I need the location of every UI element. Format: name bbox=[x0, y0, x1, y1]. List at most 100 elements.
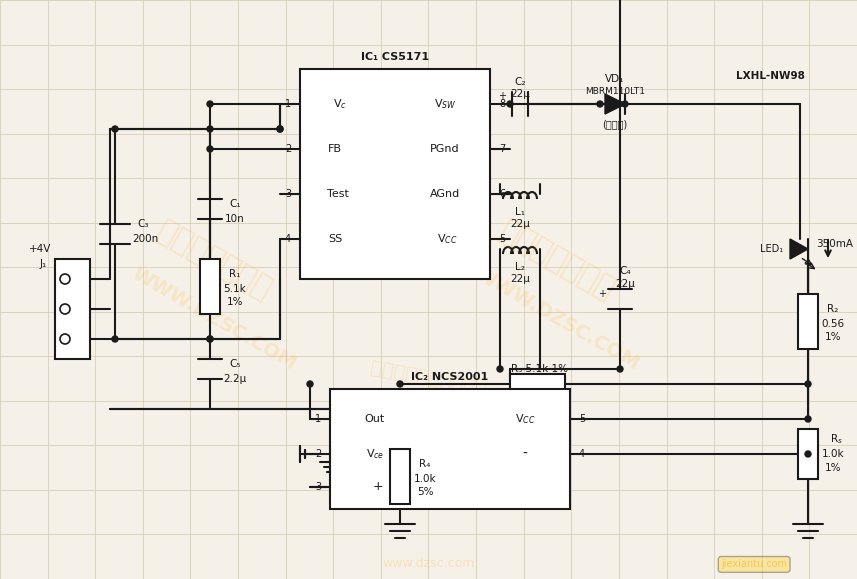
Text: Out: Out bbox=[365, 414, 385, 424]
Text: R₄: R₄ bbox=[419, 459, 431, 469]
Bar bbox=[200, 259, 220, 314]
Text: 杭州将睿科技有限公司: 杭州将睿科技有限公司 bbox=[369, 358, 488, 398]
Text: AGnd: AGnd bbox=[430, 189, 460, 199]
Text: IC₂ NCS2001: IC₂ NCS2001 bbox=[411, 372, 488, 382]
Text: 维库电子市场网: 维库电子市场网 bbox=[152, 216, 277, 305]
Text: V$_{CC}$: V$_{CC}$ bbox=[515, 412, 536, 426]
Text: L₁: L₁ bbox=[515, 207, 525, 217]
Circle shape bbox=[507, 101, 513, 107]
Circle shape bbox=[805, 451, 811, 457]
Polygon shape bbox=[790, 239, 808, 259]
Text: LXHL-NW98: LXHL-NW98 bbox=[735, 71, 805, 81]
Text: 10n: 10n bbox=[225, 214, 245, 224]
Text: WWW.DZSC.COM: WWW.DZSC.COM bbox=[471, 263, 643, 373]
Circle shape bbox=[207, 101, 213, 107]
Circle shape bbox=[622, 101, 628, 107]
Text: 3: 3 bbox=[285, 189, 291, 199]
Circle shape bbox=[112, 126, 118, 132]
Text: C₅: C₅ bbox=[230, 359, 241, 369]
Circle shape bbox=[597, 101, 603, 107]
Circle shape bbox=[307, 381, 313, 387]
Bar bbox=[798, 429, 818, 479]
Polygon shape bbox=[605, 94, 625, 114]
Text: (肖特基): (肖特基) bbox=[602, 119, 627, 129]
Text: MBRM110LT1: MBRM110LT1 bbox=[585, 86, 645, 96]
Text: 4: 4 bbox=[285, 234, 291, 244]
Text: +4V: +4V bbox=[29, 244, 51, 254]
Text: 7: 7 bbox=[499, 144, 505, 154]
Text: PGnd: PGnd bbox=[430, 144, 460, 154]
Text: 1%: 1% bbox=[227, 297, 243, 307]
Text: 22μ: 22μ bbox=[510, 219, 530, 229]
Text: R₃ 5.1k 1%: R₃ 5.1k 1% bbox=[512, 364, 568, 374]
Text: +: + bbox=[498, 91, 506, 101]
Bar bbox=[798, 294, 818, 349]
Text: L₂: L₂ bbox=[515, 262, 525, 272]
Text: 22μ: 22μ bbox=[510, 274, 530, 284]
Circle shape bbox=[397, 381, 403, 387]
Text: R₁: R₁ bbox=[230, 269, 241, 279]
Circle shape bbox=[112, 336, 118, 342]
Circle shape bbox=[207, 146, 213, 152]
Text: 22μ: 22μ bbox=[615, 279, 635, 289]
Text: 3: 3 bbox=[315, 482, 321, 492]
Text: V$_c$: V$_c$ bbox=[333, 97, 347, 111]
Circle shape bbox=[207, 336, 213, 342]
Text: SS: SS bbox=[328, 234, 342, 244]
Text: 1: 1 bbox=[315, 414, 321, 424]
Text: 5.1k: 5.1k bbox=[224, 284, 246, 294]
Text: R$_s$: R$_s$ bbox=[830, 432, 842, 446]
Text: 2: 2 bbox=[315, 449, 321, 459]
Text: -: - bbox=[523, 447, 527, 461]
Text: 200n: 200n bbox=[132, 234, 159, 244]
Text: 1: 1 bbox=[285, 99, 291, 109]
Text: C₂: C₂ bbox=[514, 77, 525, 87]
Text: 2.2μ: 2.2μ bbox=[224, 374, 247, 384]
Text: 5: 5 bbox=[499, 234, 505, 244]
Text: Test: Test bbox=[327, 189, 349, 199]
Circle shape bbox=[207, 336, 213, 342]
Text: V$_{CC}$: V$_{CC}$ bbox=[437, 232, 458, 246]
Text: IC₁ CS5171: IC₁ CS5171 bbox=[361, 52, 429, 62]
Text: 1%: 1% bbox=[824, 332, 842, 342]
Circle shape bbox=[497, 366, 503, 372]
Text: 1.0k: 1.0k bbox=[414, 474, 436, 484]
Circle shape bbox=[207, 126, 213, 132]
Circle shape bbox=[277, 126, 283, 132]
Text: C₁: C₁ bbox=[229, 199, 241, 209]
Text: FB: FB bbox=[328, 144, 342, 154]
Text: 4: 4 bbox=[579, 449, 585, 459]
Text: WWW.DZSC.COM: WWW.DZSC.COM bbox=[129, 263, 300, 373]
Text: 6: 6 bbox=[499, 189, 505, 199]
Text: www.dzsc.com: www.dzsc.com bbox=[382, 558, 475, 570]
Text: 0.56: 0.56 bbox=[822, 319, 844, 329]
Text: LED₁: LED₁ bbox=[760, 244, 783, 254]
Bar bbox=[300, 69, 490, 279]
Circle shape bbox=[805, 381, 811, 387]
Bar bbox=[390, 449, 410, 504]
Circle shape bbox=[805, 416, 811, 422]
Text: 22μ: 22μ bbox=[510, 89, 530, 99]
Text: jiexiantu.com: jiexiantu.com bbox=[721, 559, 788, 569]
Text: VD₁: VD₁ bbox=[605, 74, 625, 84]
Text: C₃: C₃ bbox=[137, 219, 149, 229]
Circle shape bbox=[617, 366, 623, 372]
Bar bbox=[330, 389, 570, 509]
Text: 350mA: 350mA bbox=[817, 239, 854, 249]
Bar bbox=[55, 259, 90, 359]
Bar bbox=[510, 374, 565, 394]
Text: +: + bbox=[598, 289, 606, 299]
Circle shape bbox=[277, 126, 283, 132]
Text: 2: 2 bbox=[285, 144, 291, 154]
Text: +: + bbox=[373, 481, 383, 493]
Text: J₁: J₁ bbox=[39, 259, 46, 269]
Text: 8: 8 bbox=[499, 99, 505, 109]
Text: 5%: 5% bbox=[417, 487, 434, 497]
Text: 维库电子市场网: 维库电子市场网 bbox=[494, 216, 620, 305]
Text: V$_{SW}$: V$_{SW}$ bbox=[434, 97, 456, 111]
Text: R₂: R₂ bbox=[827, 304, 839, 314]
Text: 1.0k: 1.0k bbox=[822, 449, 844, 459]
Text: 5: 5 bbox=[578, 414, 585, 424]
Text: C₄: C₄ bbox=[620, 266, 631, 276]
Text: V$_{ce}$: V$_{ce}$ bbox=[366, 447, 384, 461]
